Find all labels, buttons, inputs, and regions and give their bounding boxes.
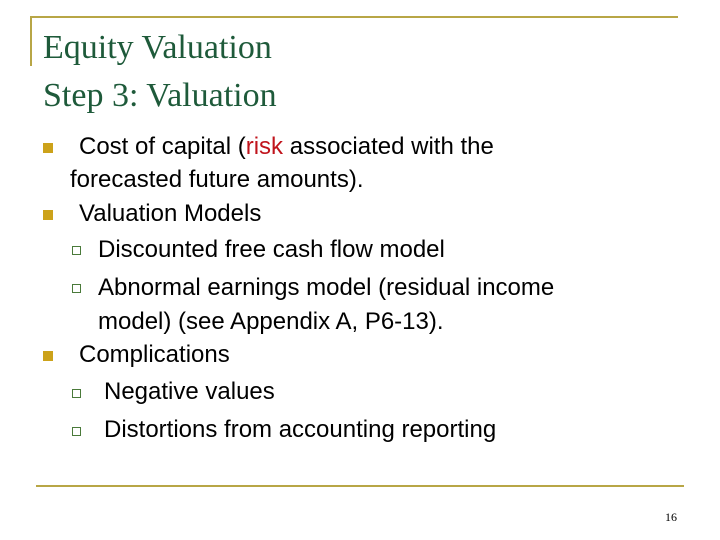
slide-title-line1: Equity Valuation bbox=[43, 29, 272, 66]
sub-bullet-icon bbox=[72, 427, 81, 436]
bullet-cost-of-capital: Cost of capital (risk associated with th… bbox=[79, 133, 494, 161]
sub-bullet-icon bbox=[72, 284, 81, 293]
sub-bullet-icon bbox=[72, 389, 81, 398]
bullet-continuation: forecasted future amounts). bbox=[70, 166, 364, 193]
bottom-rule bbox=[36, 485, 684, 487]
bullet-icon bbox=[43, 143, 53, 153]
sub-bullet-continuation: model) (see Appendix A, P6-13). bbox=[98, 308, 444, 335]
top-rule bbox=[30, 16, 678, 18]
left-rule bbox=[30, 16, 32, 66]
page-number: 16 bbox=[665, 510, 677, 524]
bullet-valuation-models: Valuation Models bbox=[79, 200, 262, 227]
risk-highlight: risk bbox=[245, 133, 284, 160]
slide-title-line2: Step 3: Valuation bbox=[43, 77, 277, 114]
sub-bullet-icon bbox=[72, 246, 81, 255]
sub-bullet-dcf: Discounted free cash flow model bbox=[98, 236, 445, 263]
bullet-complications: Complications bbox=[79, 341, 230, 368]
sub-bullet-distortions: Distortions from accounting reporting bbox=[104, 416, 497, 443]
bullet-icon bbox=[43, 351, 53, 361]
sub-bullet-negative-values: Negative values bbox=[104, 378, 275, 405]
bullet-text: Cost of capital ( bbox=[79, 133, 246, 160]
bullet-text: associated with the bbox=[283, 133, 494, 160]
bullet-icon bbox=[43, 210, 53, 220]
sub-bullet-abnormal-earnings: Abnormal earnings model (residual income bbox=[98, 274, 555, 301]
